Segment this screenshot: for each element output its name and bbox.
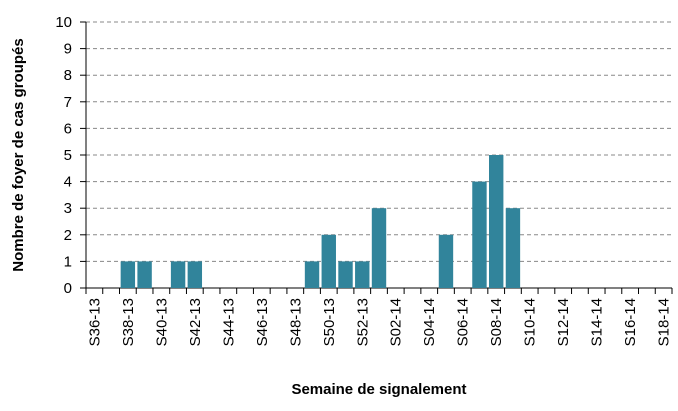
x-tick-label: S46-13 xyxy=(254,298,271,346)
x-tick-label: S06-14 xyxy=(455,298,472,346)
bar xyxy=(438,234,454,288)
bar xyxy=(472,181,487,288)
x-tick-label: S18-14 xyxy=(656,298,673,346)
bar xyxy=(187,261,203,288)
y-tick-label: 9 xyxy=(64,41,72,58)
x-tick-label: S02-14 xyxy=(388,298,405,346)
bar xyxy=(120,261,136,288)
x-tick-label: S12-14 xyxy=(555,298,572,346)
x-tick-label: S04-14 xyxy=(421,298,438,346)
x-tick-label: S16-14 xyxy=(622,298,639,346)
x-tick-label: S48-13 xyxy=(287,298,304,346)
x-tick-label: S40-13 xyxy=(153,298,170,346)
x-tick-label: S10-14 xyxy=(522,298,539,346)
bar xyxy=(304,261,320,288)
bar xyxy=(489,155,504,288)
y-tick-label: 2 xyxy=(64,227,72,244)
x-tick-label: S52-13 xyxy=(354,298,371,346)
bar xyxy=(505,208,521,288)
x-tick-label: S42-13 xyxy=(187,298,204,346)
x-tick-label: S44-13 xyxy=(220,298,237,346)
bar xyxy=(321,234,336,288)
y-tick-label: 0 xyxy=(64,280,72,297)
y-tick-label: 5 xyxy=(64,147,72,164)
y-tick-label: 6 xyxy=(64,120,72,137)
y-tick-label: 8 xyxy=(64,67,72,84)
y-tick-label: 4 xyxy=(64,174,72,191)
x-tick-label: S50-13 xyxy=(321,298,338,346)
bar xyxy=(355,261,370,288)
bar xyxy=(371,208,387,288)
x-tick-label: S14-14 xyxy=(589,298,606,346)
x-tick-label: S38-13 xyxy=(120,298,137,346)
bar xyxy=(137,261,152,288)
y-tick-label: 7 xyxy=(64,94,72,111)
x-tick-label: S36-13 xyxy=(86,298,103,346)
x-axis-title: Semaine de signalement xyxy=(291,381,466,398)
y-axis-title: Nombre de foyer de cas groupés xyxy=(10,38,27,271)
bar xyxy=(170,261,186,288)
y-tick-label: 10 xyxy=(55,14,72,31)
bar xyxy=(338,261,353,288)
x-tick-label: S08-14 xyxy=(488,298,505,346)
y-tick-label: 3 xyxy=(64,200,72,217)
y-tick-label: 1 xyxy=(64,253,72,270)
